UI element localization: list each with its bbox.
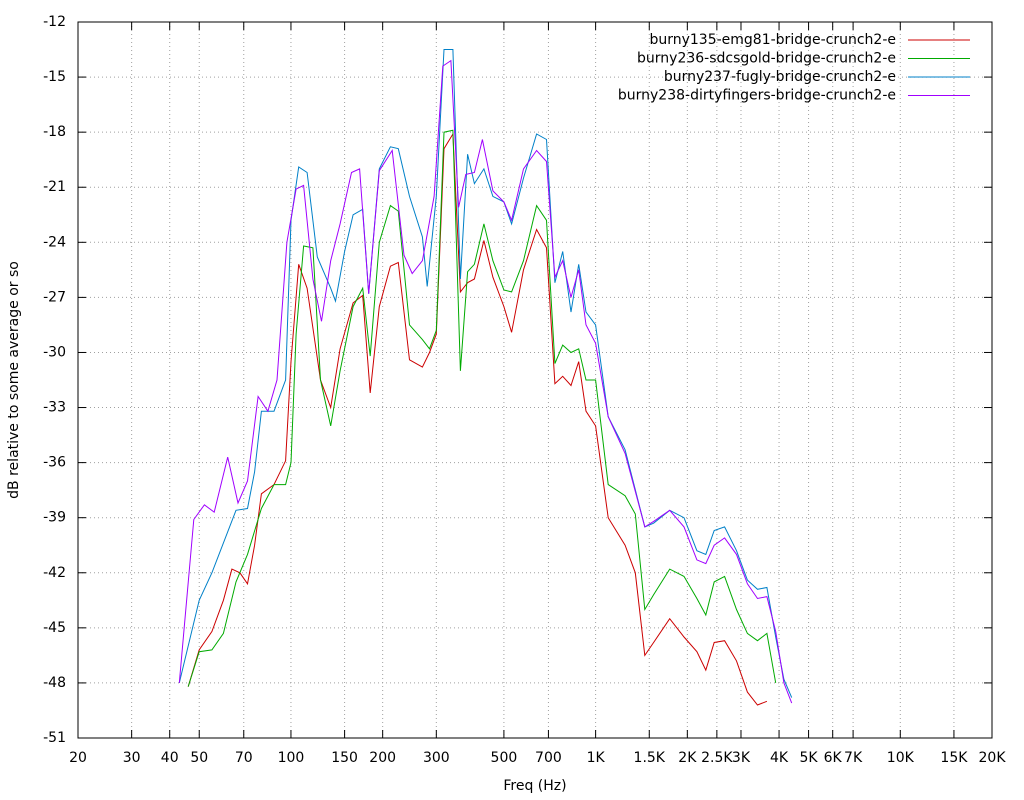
legend-label: burny237-fugly-bridge-crunch2-e — [664, 69, 896, 85]
series-line — [178, 49, 793, 698]
y-tick-label: -15 — [43, 69, 66, 85]
x-tick-label: 4K — [770, 750, 789, 766]
x-tick-label: 20 — [69, 750, 87, 766]
y-tick-label: -51 — [43, 730, 66, 746]
x-tick-label: 30 — [123, 750, 141, 766]
y-tick-label: -42 — [43, 565, 66, 581]
x-tick-label: 2K — [678, 750, 697, 766]
x-tick-label: 1.5K — [634, 750, 666, 766]
y-tick-label: -33 — [43, 400, 66, 416]
y-axis-label: dB relative to some average or so — [6, 261, 22, 499]
x-tick-label: 40 — [161, 750, 179, 766]
y-tick-label: -24 — [43, 234, 66, 250]
x-tick-label: 500 — [491, 750, 518, 766]
series-line — [178, 59, 793, 704]
legend-label: burny135-emg81-bridge-crunch2-e — [649, 32, 896, 48]
x-tick-label: 7K — [844, 750, 863, 766]
x-tick-label: 5K — [800, 750, 819, 766]
y-tick-label: -18 — [43, 124, 66, 140]
plot-border — [77, 21, 993, 739]
legend-label: burny236-sdcsgold-bridge-crunch2-e — [637, 51, 896, 67]
x-tick-label: 70 — [235, 750, 253, 766]
y-tick-label: -21 — [43, 179, 66, 195]
x-tick-label: 3K — [732, 750, 751, 766]
y-tick-label: -30 — [43, 344, 66, 360]
y-tick-label: -39 — [43, 510, 66, 526]
y-tick-label: -12 — [43, 14, 66, 30]
x-tick-label: 300 — [423, 750, 450, 766]
x-tick-label: 2.5K — [701, 750, 733, 766]
x-tick-label: 150 — [331, 750, 358, 766]
x-tick-label: 50 — [190, 750, 208, 766]
y-tick-label: -45 — [43, 620, 66, 636]
x-tick-label: 10K — [887, 750, 915, 766]
y-tick-label: -36 — [43, 455, 66, 471]
x-tick-label: 20K — [979, 750, 1007, 766]
x-tick-label: 200 — [369, 750, 396, 766]
series-line — [187, 132, 768, 706]
series-line — [187, 129, 777, 687]
x-tick-label: 700 — [535, 750, 562, 766]
x-tick-label: 100 — [278, 750, 305, 766]
x-tick-label: 15K — [940, 750, 968, 766]
x-tick-label: 1K — [587, 750, 606, 766]
x-tick-label: 6K — [824, 750, 843, 766]
y-tick-label: -27 — [43, 289, 66, 305]
y-tick-label: -48 — [43, 675, 66, 691]
x-axis-label: Freq (Hz) — [503, 778, 566, 794]
legend-label: burny238-dirtyfingers-bridge-crunch2-e — [618, 88, 896, 104]
